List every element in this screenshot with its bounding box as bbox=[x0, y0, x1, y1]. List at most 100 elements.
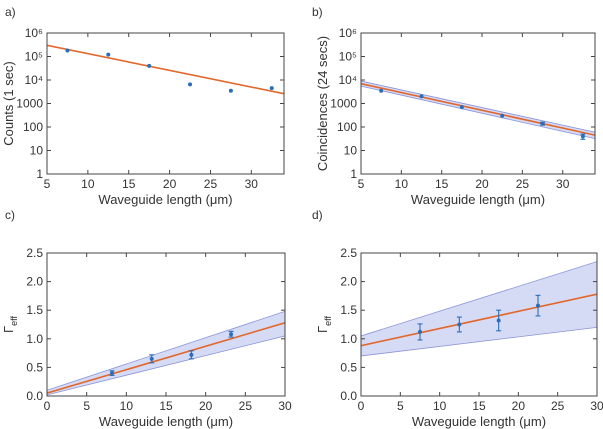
y-tick-label: 1 bbox=[36, 167, 43, 181]
band-upper-edge bbox=[47, 310, 285, 391]
x-tick-label: 0 bbox=[358, 399, 365, 413]
x-axis-title: Waveguide length (μm) bbox=[98, 192, 232, 207]
y-tick-label: 10⁴ bbox=[24, 73, 43, 87]
y-tick-label: 2.0 bbox=[340, 275, 357, 289]
x-tick-label: 10 bbox=[120, 399, 134, 413]
x-tick-label: 5 bbox=[44, 177, 51, 191]
y-tick-label: 0.0 bbox=[340, 389, 357, 403]
plot-frame bbox=[46, 32, 285, 175]
fit-line bbox=[361, 293, 597, 347]
y-tick-label: 0.5 bbox=[26, 360, 43, 374]
x-tick-label: 25 bbox=[239, 399, 253, 413]
y-axis-title-main: Γ bbox=[1, 326, 16, 333]
x-tick-label: 25 bbox=[204, 177, 218, 191]
panel-letter: d) bbox=[312, 208, 323, 222]
x-tick-label: 5 bbox=[358, 177, 365, 191]
x-tick-label: 30 bbox=[245, 177, 259, 191]
y-tick-label: 10⁶ bbox=[25, 26, 43, 40]
data-point bbox=[500, 113, 505, 118]
plot-area bbox=[47, 44, 284, 95]
x-tick-label: 20 bbox=[475, 177, 489, 191]
y-axis-title-main: Coincidences (24 secs) bbox=[315, 36, 330, 171]
band-lower-edge bbox=[47, 335, 285, 396]
x-tick-label: 20 bbox=[163, 177, 177, 191]
y-tick-label: 10⁴ bbox=[338, 73, 357, 87]
x-tick-label: 25 bbox=[516, 177, 530, 191]
y-axis-title: Γeff bbox=[315, 315, 333, 333]
panel-3: c) 0 5 10 15 20 25 30 0.0 0.5 1.0 1.5 2.0 2.5 Waveguid… bbox=[1, 208, 292, 429]
x-tick-label: 20 bbox=[512, 399, 526, 413]
plot-area bbox=[47, 310, 285, 396]
data-point bbox=[188, 82, 193, 87]
y-axis-title: Γeff bbox=[1, 315, 19, 333]
panel-2: b) 5 10 15 20 25 30 1 10 100 1000 10⁴ 10⁵ 10⁶ Waveguid… bbox=[312, 5, 596, 207]
x-tick-label: 15 bbox=[122, 177, 136, 191]
x-tick-label: 10 bbox=[395, 177, 409, 191]
y-axis-title-subscript: eff bbox=[9, 315, 19, 325]
y-tick-label: 100 bbox=[23, 120, 43, 134]
data-point bbox=[110, 371, 115, 376]
y-tick-label: 2.5 bbox=[26, 246, 43, 260]
fit-line bbox=[47, 322, 285, 394]
y-axis-title-subscript: eff bbox=[323, 315, 333, 325]
y-axis-title: Counts (1 sec) bbox=[1, 61, 16, 146]
x-tick-label: 30 bbox=[278, 399, 292, 413]
data-point bbox=[189, 352, 194, 357]
plot-area bbox=[361, 261, 597, 357]
x-tick-label: 10 bbox=[433, 399, 447, 413]
data-point bbox=[269, 86, 274, 91]
y-tick-label: 10 bbox=[344, 144, 358, 158]
fit-line bbox=[361, 82, 595, 136]
y-tick-label: 1.0 bbox=[340, 332, 357, 346]
data-point bbox=[536, 303, 540, 308]
data-point bbox=[149, 356, 154, 361]
fit-line bbox=[47, 44, 284, 95]
data-point bbox=[418, 329, 422, 334]
plot-area bbox=[361, 80, 595, 140]
x-tick-label: 10 bbox=[81, 177, 95, 191]
data-point bbox=[457, 322, 462, 327]
data-point bbox=[147, 63, 152, 68]
x-axis-title: Waveguide length (μm) bbox=[412, 414, 546, 429]
data-point bbox=[229, 332, 234, 337]
y-tick-label: 10⁶ bbox=[339, 26, 357, 40]
y-tick-label: 1.5 bbox=[340, 303, 357, 317]
x-tick-label: 0 bbox=[44, 399, 51, 413]
panel-letter: b) bbox=[312, 5, 323, 19]
band-lower-edge bbox=[361, 326, 597, 357]
plot-frame bbox=[360, 32, 596, 175]
band-upper-edge bbox=[361, 261, 597, 337]
data-point bbox=[379, 88, 384, 93]
y-tick-label: 0.5 bbox=[340, 360, 357, 374]
y-tick-label: 10⁵ bbox=[25, 50, 43, 64]
y-tick-label: 1000 bbox=[16, 97, 43, 111]
y-tick-label: 1.0 bbox=[26, 332, 43, 346]
x-tick-label: 5 bbox=[83, 399, 90, 413]
band-upper-edge bbox=[361, 80, 595, 133]
y-tick-label: 1000 bbox=[330, 97, 357, 111]
y-axis-title-main: Γ bbox=[315, 326, 330, 333]
x-tick-label: 30 bbox=[556, 177, 570, 191]
data-point bbox=[419, 94, 424, 99]
x-tick-label: 5 bbox=[397, 399, 404, 413]
data-point bbox=[106, 52, 111, 57]
x-tick-label: 15 bbox=[159, 399, 173, 413]
data-point bbox=[540, 121, 545, 126]
data-point bbox=[580, 134, 585, 139]
data-point bbox=[65, 48, 70, 53]
data-point bbox=[459, 105, 464, 110]
y-tick-label: 1 bbox=[350, 167, 357, 181]
y-axis-title: Coincidences (24 secs) bbox=[315, 36, 330, 171]
x-tick-label: 30 bbox=[590, 399, 603, 413]
x-axis-title: Waveguide length (μm) bbox=[411, 192, 545, 207]
x-tick-label: 25 bbox=[551, 399, 565, 413]
y-tick-label: 0.0 bbox=[26, 389, 43, 403]
data-point bbox=[496, 318, 501, 323]
panel-1: a) 5 10 15 20 25 30 1 10 100 1000 10⁴ 10⁵ 10⁶ Waveguid… bbox=[1, 5, 285, 207]
panel-4: d) 0 5 10 15 20 25 30 0.0 0.5 1.0 1.5 2.0 2.5 Waveguid… bbox=[312, 208, 603, 429]
y-tick-label: 100 bbox=[337, 120, 357, 134]
panel-letter: c) bbox=[5, 208, 15, 222]
data-point bbox=[228, 88, 233, 93]
y-tick-label: 10⁵ bbox=[339, 50, 357, 64]
